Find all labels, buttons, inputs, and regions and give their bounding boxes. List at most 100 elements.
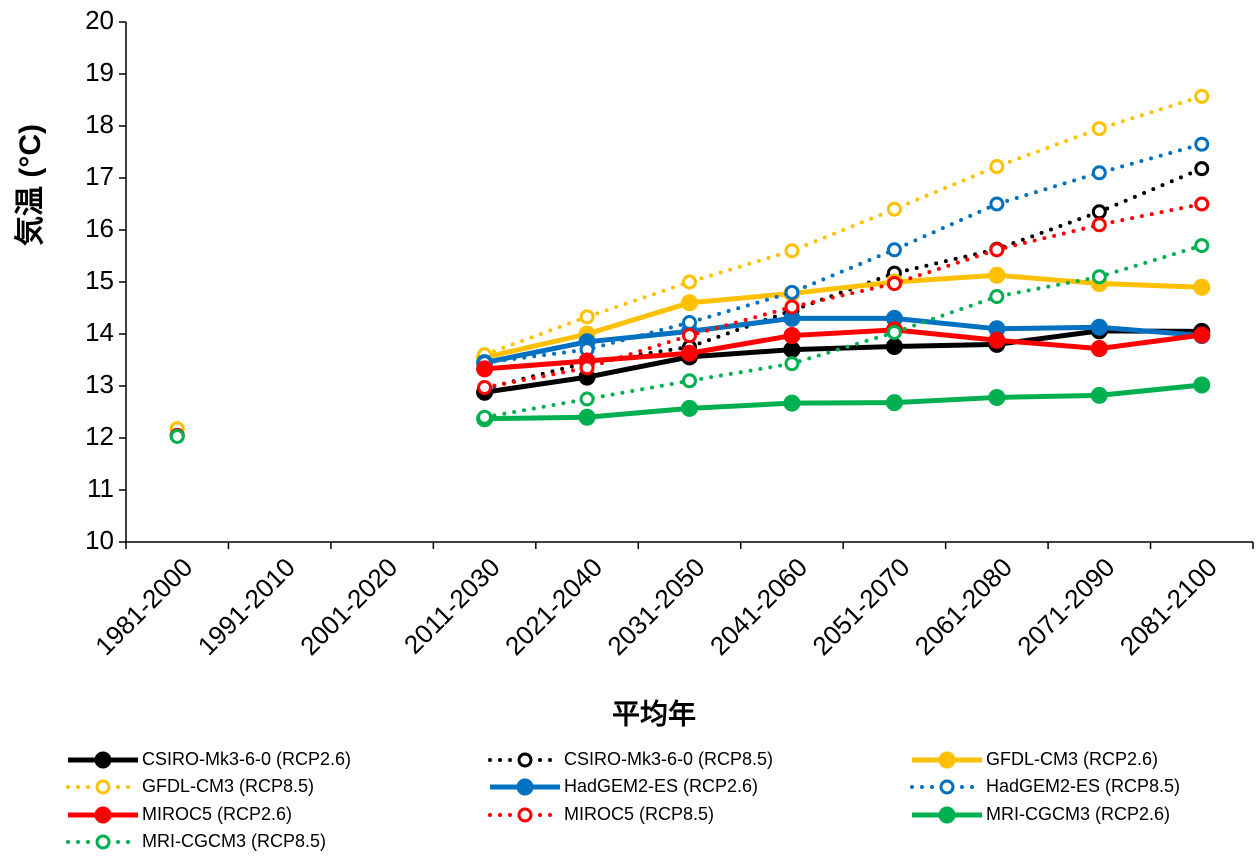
marker (681, 344, 698, 362)
marker (1194, 161, 1210, 177)
marker (886, 276, 902, 292)
series-line (484, 315, 1202, 366)
legend-label: HadGEM2-ES (RCP2.6) (564, 776, 758, 796)
marker (477, 409, 493, 425)
marker (1091, 217, 1107, 233)
marker (885, 337, 903, 355)
x-tick-label: 1981-2000 (89, 552, 198, 661)
series-line (484, 382, 1203, 422)
marker (681, 399, 698, 417)
x-tick-label: 2081-2100 (1114, 552, 1223, 661)
legend-label: CSIRO-Mk3-6-0 (RCP2.6) (142, 749, 351, 769)
marker (1193, 376, 1211, 394)
marker (681, 294, 698, 312)
series-line (484, 327, 1203, 372)
series-line (482, 94, 1204, 357)
marker (95, 834, 111, 850)
marker (988, 331, 1006, 349)
marker (1091, 121, 1107, 137)
marker (938, 751, 956, 769)
marker (885, 394, 903, 412)
y-tick-label: 18 (85, 109, 114, 139)
marker (682, 373, 697, 389)
marker (476, 360, 494, 378)
marker (988, 266, 1006, 284)
marker (783, 327, 801, 345)
marker (988, 388, 1006, 406)
marker (1193, 278, 1211, 296)
legend-label: HadGEM2-ES (RCP8.5) (986, 776, 1180, 796)
marker (579, 360, 595, 376)
y-axis-label: 気温 (°C) (14, 124, 47, 246)
marker (477, 380, 493, 396)
series-line (482, 243, 1204, 420)
marker (682, 274, 697, 290)
y-tick-label: 15 (85, 265, 114, 295)
marker (989, 196, 1005, 212)
marker (989, 242, 1005, 258)
marker (1091, 165, 1107, 181)
marker (939, 779, 955, 795)
series-line (484, 272, 1202, 360)
marker (1194, 196, 1210, 212)
x-tick-label: 2061-2080 (909, 552, 1018, 661)
x-tick-label: 2021-2040 (499, 552, 608, 661)
marker (517, 807, 533, 823)
marker (886, 201, 902, 217)
marker (517, 752, 533, 768)
marker (886, 324, 902, 340)
legend-label: GFDL-CM3 (RCP8.5) (142, 776, 314, 796)
marker (1194, 238, 1210, 254)
marker (1090, 318, 1108, 336)
marker (1091, 204, 1107, 220)
marker (1193, 326, 1211, 344)
marker (1090, 386, 1108, 404)
x-tick-label: 2011-2030 (398, 552, 506, 660)
y-tick-label: 17 (85, 161, 114, 191)
series-line (482, 142, 1204, 365)
x-tick-label: 2031-2050 (601, 552, 710, 661)
legend-label: MIROC5 (RCP8.5) (564, 804, 714, 824)
marker (989, 159, 1005, 175)
marker (516, 778, 534, 796)
y-tick-label: 11 (87, 473, 114, 503)
series-line (482, 202, 1204, 390)
series-line (484, 328, 1202, 395)
marker (578, 408, 596, 426)
y-tick-label: 19 (85, 57, 114, 87)
marker (784, 356, 800, 372)
y-tick-label: 13 (85, 369, 114, 399)
x-tick-label: 2051-2070 (806, 552, 915, 661)
x-tick-label: 2071-2090 (1011, 552, 1120, 661)
y-tick-label: 16 (85, 213, 114, 243)
marker (784, 299, 800, 315)
legend-label: MRI-CGCM3 (RCP2.6) (986, 804, 1170, 824)
marker (682, 315, 697, 331)
y-tick-label: 10 (85, 525, 114, 555)
legend-label: MRI-CGCM3 (RCP8.5) (142, 831, 326, 851)
y-tick-label: 12 (85, 421, 114, 451)
marker (784, 284, 800, 300)
marker (1194, 136, 1210, 152)
marker (94, 751, 112, 769)
marker (784, 243, 800, 259)
marker (1090, 340, 1108, 358)
marker (886, 242, 902, 258)
marker (682, 328, 697, 344)
marker (783, 341, 801, 359)
x-axis-label: 平均年 (612, 697, 696, 729)
marker (783, 394, 801, 412)
x-tick-label: 2041-2060 (704, 552, 813, 661)
marker (579, 309, 595, 325)
x-tick-label: 1991-2010 (192, 552, 301, 661)
marker (94, 806, 112, 824)
marker (169, 428, 185, 444)
y-tick-label: 14 (85, 317, 114, 347)
marker (95, 779, 111, 795)
marker (1091, 269, 1107, 285)
legend-label: GFDL-CM3 (RCP2.6) (986, 749, 1158, 769)
marker (989, 289, 1005, 305)
marker (938, 806, 956, 824)
legend-label: MIROC5 (RCP2.6) (142, 804, 292, 824)
